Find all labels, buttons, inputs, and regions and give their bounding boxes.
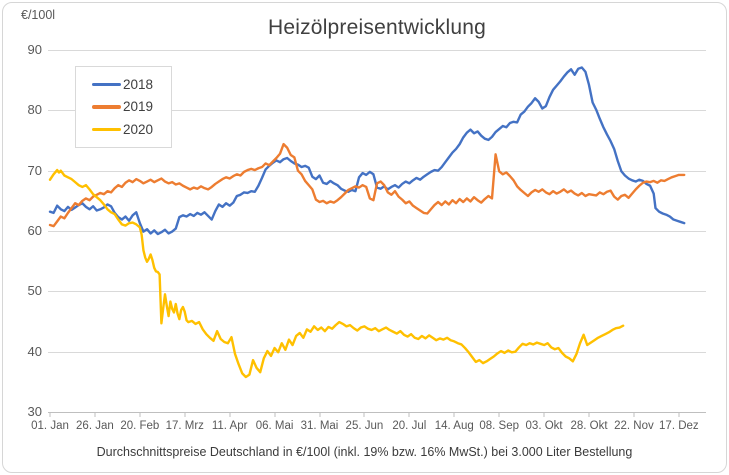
y-tick-label: 30 [27, 404, 42, 419]
x-tick-mark [94, 412, 96, 417]
series-line-2019 [50, 144, 684, 226]
legend-item-2018: 2018 [92, 77, 171, 92]
x-tick-mark [49, 412, 51, 417]
series-line-2018 [50, 67, 684, 234]
x-tick-label: 17. Mrz [165, 420, 204, 432]
y-tick-label: 70 [27, 162, 42, 178]
y-tick-label: 40 [27, 343, 42, 359]
x-tick-mark [633, 412, 635, 417]
x-tick-mark [139, 412, 141, 417]
legend-swatch-2020 [92, 127, 121, 132]
x-tick-mark [498, 412, 500, 417]
x-tick-mark [543, 412, 545, 417]
y-tick-label: 50 [27, 283, 42, 299]
x-tick-mark [184, 412, 186, 417]
legend-label-2018: 2018 [123, 76, 154, 92]
x-tick-label: 14. Aug [434, 420, 474, 432]
x-axis-line [48, 412, 706, 413]
y-tick-label: 80 [27, 102, 42, 118]
x-tick-label: 17. Dez [659, 420, 699, 432]
x-tick-label: 31. Mai [300, 420, 339, 432]
legend-swatch-2018 [92, 82, 121, 87]
x-tick-label: 11. Apr [211, 420, 248, 432]
chart-title: Heizölpreisentwicklung [268, 16, 486, 39]
y-tick-label: 60 [27, 223, 42, 238]
x-tick-label: 25. Jun [345, 420, 384, 432]
legend-label-2019: 2019 [123, 99, 154, 115]
x-tick-label: 08. Sep [479, 420, 519, 432]
y-axis-unit-label: €/100l [21, 8, 56, 22]
x-tick-label: 26. Jan [76, 420, 114, 432]
gridline [48, 231, 706, 232]
x-tick-mark [408, 412, 410, 417]
x-tick-mark [274, 412, 276, 417]
x-tick-label: 28. Okt [570, 420, 608, 432]
legend-label-2020: 2020 [123, 122, 154, 138]
gridline [48, 170, 706, 172]
x-tick-mark [319, 412, 320, 417]
x-tick-mark [453, 412, 455, 417]
series-line-2020 [50, 170, 623, 377]
x-tick-mark [588, 412, 590, 417]
x-tick-mark [363, 412, 365, 417]
gridline [48, 110, 706, 112]
x-tick-mark [229, 412, 231, 417]
x-tick-label: 06. Mai [255, 420, 294, 432]
x-tick-label: 20. Jul [392, 420, 427, 432]
gridline [48, 50, 706, 51]
x-tick-label: 03. Okt [525, 420, 563, 432]
legend: 2018 2019 2020 [75, 66, 172, 148]
x-tick-mark [678, 412, 680, 417]
gridline [48, 351, 706, 353]
y-tick-label: 90 [27, 42, 42, 57]
gridline [48, 291, 706, 293]
legend-item-2020: 2020 [92, 122, 171, 137]
chart-caption: Durchschnittspreise Deutschland in €/100… [96, 445, 633, 459]
plot-area [50, 50, 704, 412]
x-tick-label: 20. Feb [120, 420, 160, 432]
legend-item-2019: 2019 [92, 99, 171, 114]
legend-swatch-2019 [92, 105, 121, 109]
x-tick-label: 22. Nov [614, 420, 654, 432]
x-tick-label: 01. Jan [31, 420, 69, 432]
